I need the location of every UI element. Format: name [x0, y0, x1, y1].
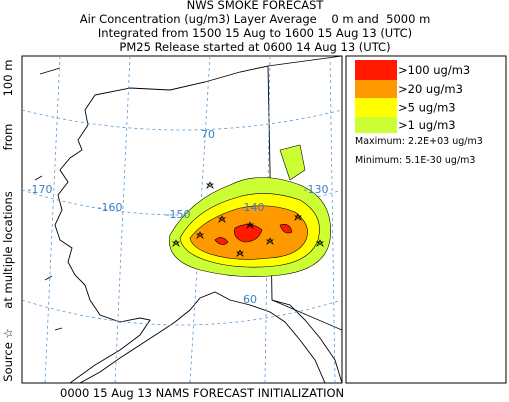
- legend-label: >1 ug/m3: [398, 118, 456, 132]
- island: [34, 67, 63, 331]
- legend-swatch: [355, 98, 397, 117]
- minimum: Minimum: 5.1E-30 ug/m3: [355, 155, 475, 166]
- source-stars: [171, 181, 325, 258]
- map-label: -140: [240, 201, 265, 214]
- side-text: at multiple locations: [1, 191, 15, 308]
- maximum: Maximum: 2.2E+03 ug/m3: [355, 136, 483, 147]
- legend-label: >5 ug/m3: [398, 101, 456, 115]
- smoke-contour: [214, 224, 293, 245]
- map-label: -160: [98, 201, 123, 214]
- smoke-contour: [279, 144, 306, 181]
- legend-label: >20 ug/m3: [398, 82, 463, 96]
- side-label: Source ☆ at multiple locations from 100 …: [1, 60, 15, 382]
- map-label: 70: [201, 128, 215, 141]
- legend-swatch: [355, 60, 397, 80]
- legend-label: >100 ug/m3: [398, 63, 470, 77]
- footer: 0000 15 Aug 13 NAMS FORECAST INITIALIZAT…: [60, 386, 344, 400]
- side-text: Source ☆: [1, 328, 15, 381]
- legend-swatch: [355, 117, 397, 133]
- map-label: 60: [243, 293, 257, 306]
- legend: Maximum: 2.2E+03 ug/m3 Minimum: 5.1E-30 …: [345, 55, 507, 384]
- side-text: 100 m: [1, 60, 15, 97]
- map-label: -170: [28, 183, 53, 196]
- side-text: from: [1, 124, 15, 151]
- subtitle: Air Concentration (ug/m3) Layer Average …: [80, 12, 431, 26]
- map-label: -130: [304, 183, 329, 196]
- subtitle: Integrated from 1500 15 Aug to 1600 15 A…: [98, 26, 412, 40]
- map-label: -150: [166, 208, 191, 221]
- title: NWS SMOKE FORECAST: [187, 0, 325, 12]
- legend-swatch: [355, 80, 397, 98]
- map: -170 -160 -150 -140 -130 70 60: [21, 55, 343, 384]
- subtitle: PM25 Release started at 0600 14 Aug 13 (…: [119, 40, 390, 54]
